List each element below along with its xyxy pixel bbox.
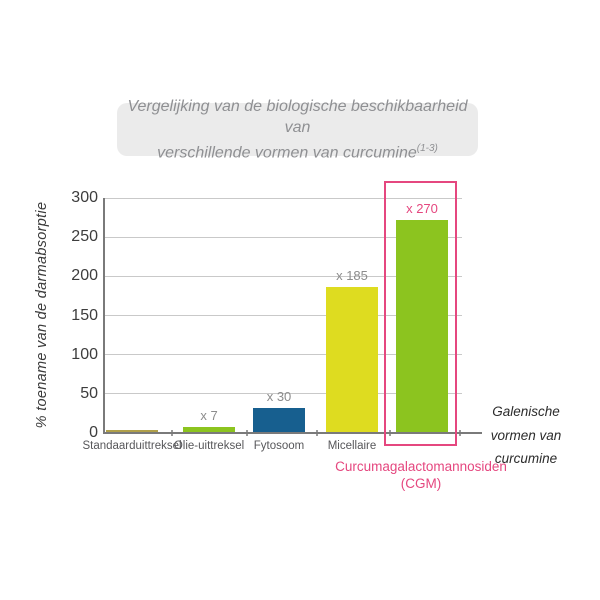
highlight-box	[384, 181, 457, 446]
category-label: Micellaire	[327, 440, 377, 452]
y-tick-label: 300	[71, 189, 98, 206]
bar-3	[253, 408, 305, 432]
y-axis-line	[103, 198, 105, 434]
category-label: Fytosoom	[253, 440, 305, 452]
y-tick-label: 50	[80, 384, 98, 402]
gridline	[104, 354, 462, 356]
bar-5	[396, 220, 448, 432]
x-axis-line	[103, 432, 482, 434]
bar-value-label: x 270	[406, 201, 438, 216]
title-superscript: (1-3)	[416, 142, 438, 154]
y-tick-label: 250	[71, 228, 98, 246]
bar-value-label: x 30	[266, 389, 292, 404]
y-tick-label: 150	[71, 306, 98, 324]
chart-title-line2: verschillende vormen van curcumine(1-3)	[157, 142, 438, 162]
bar-value-label: x 7	[200, 408, 218, 423]
highlight-caption-line2: (CGM)	[400, 476, 442, 491]
category-label: Standaarduittreksel	[82, 440, 182, 452]
annotation-line2: vormen van	[490, 427, 562, 443]
chart-title: Vergelijking van de biologische beschikb…	[117, 98, 478, 161]
y-tick-label: 100	[71, 345, 98, 363]
gridline	[104, 197, 462, 199]
bar-2	[183, 427, 235, 432]
gridline	[104, 275, 462, 277]
annotation-line3: curcumine	[494, 451, 558, 466]
highlight-caption: Curcumagalactomannosiden (CGM)	[335, 458, 507, 492]
annotation-line1: Galenische	[492, 404, 560, 419]
gridline	[104, 393, 462, 395]
chart-title-line1: Vergelijking van de biologische beschikb…	[127, 97, 468, 136]
highlight-caption-line1: Curcumagalactomannosiden	[335, 459, 507, 474]
gridline	[104, 315, 462, 316]
bar-4	[326, 287, 378, 432]
y-tick-label: 200	[71, 267, 98, 285]
category-label: Olie-uittreksel	[173, 440, 245, 452]
bar-value-label: x 185	[336, 268, 368, 283]
bar-1	[106, 430, 158, 432]
gridline	[104, 236, 462, 238]
y-tick-label: 0	[89, 424, 98, 441]
galenic-forms-annotation: Galenische vormen van curcumine	[478, 400, 574, 471]
